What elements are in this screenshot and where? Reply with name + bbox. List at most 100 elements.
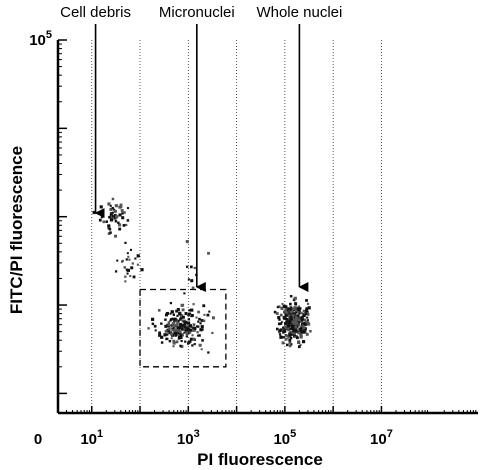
data-point <box>107 202 111 206</box>
data-point <box>287 328 291 332</box>
data-point <box>99 205 103 209</box>
data-point <box>195 316 198 319</box>
data-point <box>278 329 282 332</box>
data-point <box>164 330 168 333</box>
data-point <box>121 212 124 215</box>
data-point <box>186 265 189 268</box>
data-point <box>181 308 185 312</box>
data-point <box>166 337 169 340</box>
data-point <box>167 332 170 335</box>
data-point <box>109 231 112 234</box>
data-point <box>298 327 302 331</box>
data-point <box>112 215 115 218</box>
data-point <box>124 241 127 244</box>
data-point <box>192 323 196 326</box>
data-point <box>179 335 183 339</box>
data-point <box>285 334 288 337</box>
data-point <box>178 335 181 338</box>
data-point <box>111 206 114 210</box>
data-point <box>151 317 155 321</box>
data-point <box>136 254 140 258</box>
annotation-label: Whole nuclei <box>256 4 342 21</box>
data-point <box>288 338 292 342</box>
data-point <box>289 310 293 314</box>
data-point <box>189 328 192 332</box>
data-point <box>114 234 117 238</box>
gate-rectangle <box>139 288 227 368</box>
data-point <box>202 319 206 323</box>
data-point <box>206 313 210 317</box>
data-point <box>306 311 309 314</box>
data-point <box>186 342 190 345</box>
data-point <box>175 340 179 344</box>
data-point <box>277 316 281 320</box>
data-point <box>170 337 173 340</box>
data-point <box>178 332 181 335</box>
data-point <box>300 316 304 320</box>
data-point <box>180 327 184 330</box>
data-point <box>110 216 114 220</box>
data-point <box>167 327 171 331</box>
data-point <box>163 333 167 337</box>
data-point <box>198 343 202 347</box>
data-point <box>124 280 127 283</box>
data-point <box>126 207 129 210</box>
data-point <box>284 305 288 309</box>
data-point <box>188 309 191 312</box>
data-point <box>98 218 102 222</box>
data-point <box>185 335 189 338</box>
data-point <box>124 275 127 278</box>
data-point <box>305 307 309 311</box>
data-point <box>187 318 191 321</box>
data-point <box>113 208 116 211</box>
data-point <box>293 333 296 337</box>
data-point <box>176 321 179 324</box>
data-point <box>109 204 112 207</box>
data-point <box>160 341 164 344</box>
data-point <box>296 314 299 317</box>
data-point <box>289 307 292 311</box>
data-point <box>192 337 196 341</box>
data-point <box>273 310 277 314</box>
data-point <box>113 209 117 213</box>
data-point <box>305 332 309 336</box>
data-point <box>299 344 302 347</box>
data-point <box>125 223 128 226</box>
data-point <box>179 317 182 320</box>
data-point <box>182 331 185 334</box>
data-point <box>296 317 300 321</box>
data-point <box>129 274 132 278</box>
data-point <box>153 324 157 328</box>
data-point <box>174 334 177 337</box>
data-point <box>111 197 115 201</box>
data-point <box>289 324 293 327</box>
data-point <box>181 319 184 322</box>
data-point <box>288 341 292 345</box>
data-point <box>293 306 297 310</box>
data-point <box>202 304 206 308</box>
data-point <box>296 311 300 314</box>
x-tick-label: 105 <box>273 428 296 448</box>
data-point <box>176 331 180 335</box>
data-point <box>287 322 291 326</box>
data-point <box>121 216 125 220</box>
data-point <box>180 345 184 348</box>
data-point <box>306 302 310 305</box>
data-point <box>302 309 306 313</box>
data-point <box>158 333 162 337</box>
data-point <box>192 303 195 306</box>
data-point <box>179 344 182 348</box>
data-point <box>283 325 287 329</box>
data-point <box>283 330 287 333</box>
data-point <box>184 312 188 316</box>
data-point <box>306 319 309 322</box>
data-point <box>191 334 194 337</box>
data-point <box>109 218 114 222</box>
data-point <box>126 219 130 222</box>
data-point <box>309 329 312 333</box>
data-point <box>172 341 176 345</box>
data-point <box>180 333 184 337</box>
data-point <box>304 322 308 326</box>
data-point <box>292 329 296 333</box>
